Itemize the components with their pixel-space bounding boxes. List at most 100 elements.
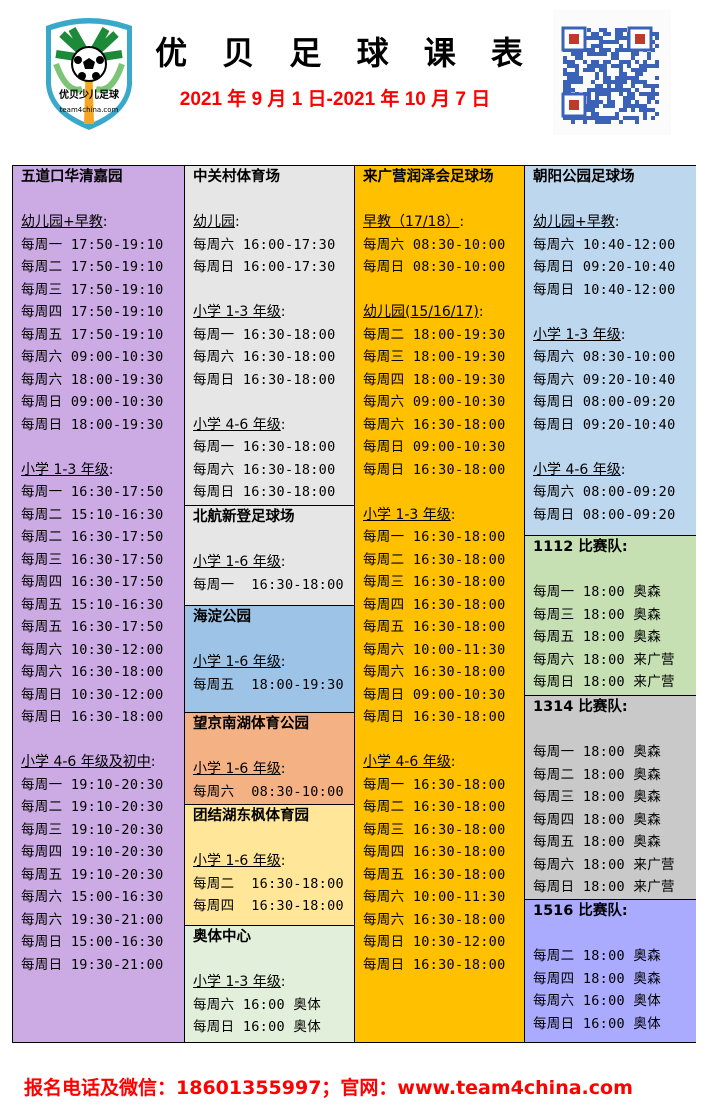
spacer [363,481,525,504]
schedule-entry: 每周五 18:00-19:30 [193,676,344,693]
schedule-entry: 每周六 16:30-18:00 [193,349,336,365]
schedule-entry: 每周五 16:30-17:50 [21,619,164,635]
venue-title: 1112 比赛队: [533,539,628,555]
schedule-entry: 每周一 18:00 奥森 [533,744,661,760]
schedule-entry: 每周日 18:00-19:30 [21,416,164,433]
schedule-entry: 每周三 19:10-20:30 [21,821,164,838]
logo: 优贝少儿足球 team4china.com [42,14,136,132]
schedule-entry: 每周日 08:30-10:00 [363,259,506,275]
class-group-label: 小学 1-3 年级 [363,506,451,523]
spacer [533,301,696,324]
venue-cell: 团结湖东枫体育园 小学 1-6 年级: 每周二 16:30-18:00 每周四 16:… [185,805,355,926]
class-group-heading: 幼儿园(15/16/17): [363,301,525,324]
spacer [21,729,184,752]
schedule-entry: 每周一 16:30-18:00 [363,776,506,793]
spacer [193,736,355,759]
venue-title: 望京南湖体育公园 [193,716,309,732]
class-group-heading: 小学 4-6 年级: [193,414,355,437]
schedule-entry: 每周六 16:30-18:00 [193,461,336,478]
schedule-entry: 每周一 19:10-20:30 [21,776,164,793]
venue-cell: 1112 比赛队: 每周一 18:00 奥森 每周三 18:00 奥森 每周五 18:… [525,536,696,696]
schedule-entry: 每周四 16:30-18:00 [363,596,506,613]
class-group-label: 小学 1-3 年级 [533,326,621,343]
class-group-heading: 小学 1-3 年级: [363,504,525,527]
schedule-entry: 每周日 16:30-18:00 [21,709,164,725]
schedule-entry: 每周五 18:00 奥森 [533,834,661,850]
venue-title: 奥体中心 [193,929,251,945]
schedule-entry: 每周六 10:30-12:00 [21,641,164,658]
schedule-entry: 每周三 16:30-17:50 [21,551,164,568]
class-group-heading: 小学 1-3 年级: [533,324,696,347]
schedule-entry: 每周一 16:30-18:00 [193,326,336,343]
schedule-entry: 每周一 16:30-17:50 [21,484,164,500]
class-group-heading: 小学 1-3 年级: [193,301,355,324]
schedule-entry: 每周日 16:00 奥体 [193,1019,321,1035]
class-group-label: 小学 4-6 年级及初中 [21,754,151,770]
schedule-entry: 每周二 16:30-17:50 [21,529,164,545]
class-group-label: 早教（17/18） [363,214,460,230]
schedule-entry: 每周六 18:00-19:30 [21,371,164,388]
schedule-entry: 每周日 08:00-09:20 [533,394,676,410]
schedule-entry: 每周六 16:30-18:00 [363,664,506,680]
schedule-entry: 每周六 16:30-18:00 [363,416,506,433]
colon: : [459,214,465,230]
schedule-entry: 每周二 16:30-18:00 [363,551,506,568]
schedule-entry: 每周五 16:30-18:00 [363,619,506,635]
spacer [193,629,355,652]
class-group-heading: 幼儿园+早教: [533,211,696,234]
class-group-heading: 小学 1-3 年级: [21,459,184,482]
schedule-entry: 每周五 18:00 奥森 [533,629,661,645]
colon: : [280,304,286,320]
venue-cell: 来广营润泽会足球场 早教（17/18）: 每周六 08:30-10:00 每周日 08… [355,166,525,1042]
venue-cell: 望京南湖体育公园 小学 1-6 年级: 每周六 08:30-10:00 [185,713,355,805]
schedule-entry: 每周五 15:10-16:30 [21,596,164,613]
venue-cell: 中关村体育场 幼儿园: 每周六 16:00-17:30 每周日 16:00-17:30… [185,166,355,506]
venue-cell: 北航新登足球场 小学 1-6 年级: 每周一 16:30-18:00 [185,506,355,606]
colon: : [614,214,620,230]
date-range: 2021 年 9 月 1 日-2021 年 10 月 7 日 [179,89,491,110]
schedule-entry: 每周日 19:30-21:00 [21,956,164,973]
schedule-entry: 每周六 15:00-16:30 [21,889,164,905]
class-group-heading: 小学 1-6 年级: [193,651,355,674]
class-group-label: 小学 1-6 年级 [193,554,281,570]
schedule-entry: 每周四 18:00 奥森 [533,811,661,828]
spacer [533,923,696,946]
logo-url: team4china.com [60,106,119,114]
class-group-heading: 小学 4-6 年级: [363,751,525,774]
schedule-entry: 每周六 19:30-21:00 [21,911,164,928]
schedule-entry: 每周二 16:30-18:00 [193,875,344,892]
class-group-label: 小学 4-6 年级 [363,754,451,770]
schedule-entry: 每周三 18:00-19:30 [363,349,506,365]
colon: : [280,554,286,570]
colon: : [280,654,286,670]
schedule-entry: 每周一 17:50-19:10 [21,236,164,253]
venue-title: 海淀公园 [193,609,251,625]
schedule-entry: 每周日 09:00-10:30 [363,439,506,455]
logo-text: 优贝少儿足球 [59,88,120,101]
venue-cell: 1314 比赛队: 每周一 18:00 奥森 每周二 18:00 奥森 每周三 18:… [525,696,696,900]
spacer [21,189,184,212]
class-group-label: 小学 1-3 年级 [21,461,109,478]
colon: : [280,416,286,433]
schedule-entry: 每周六 18:00 来广营 [533,856,675,873]
class-group-label: 小学 4-6 年级 [533,461,621,478]
schedule-entry: 每周日 18:00 来广营 [533,674,675,690]
venue-title: 五道口华清嘉园 [21,169,123,185]
class-group-heading: 幼儿园+早教: [21,211,184,234]
spacer [193,391,355,414]
schedule-entry: 每周一 16:30-18:00 [193,439,336,455]
schedule-entry: 每周六 16:30-18:00 [363,911,506,928]
class-group-heading: 小学 4-6 年级: [533,459,696,482]
class-group-heading: 小学 4-6 年级及初中: [21,751,184,774]
schedule-entry: 每周六 10:00-11:30 [363,641,506,658]
schedule-entry: 每周三 16:30-18:00 [363,574,506,590]
class-group-label: 幼儿园 [193,214,235,230]
schedule-column: 来广营润泽会足球场 早教（17/18）: 每周六 08:30-10:00 每周日 08… [354,166,525,1042]
venue-cell: 朝阳公园足球场 幼儿园+早教: 每周六 10:40-12:00 每周日 09:20-1… [525,166,696,536]
schedule-entry: 每周日 16:30-18:00 [193,371,336,388]
page-title: 优 贝 足 球 课 表 [155,34,535,72]
schedule-entry: 每周日 16:30-18:00 [193,484,336,500]
class-group-label: 小学 1-3 年级 [193,974,281,990]
venue-title: 1314 比赛队: [533,699,628,715]
schedule-entry: 每周日 09:00-10:30 [363,686,506,703]
